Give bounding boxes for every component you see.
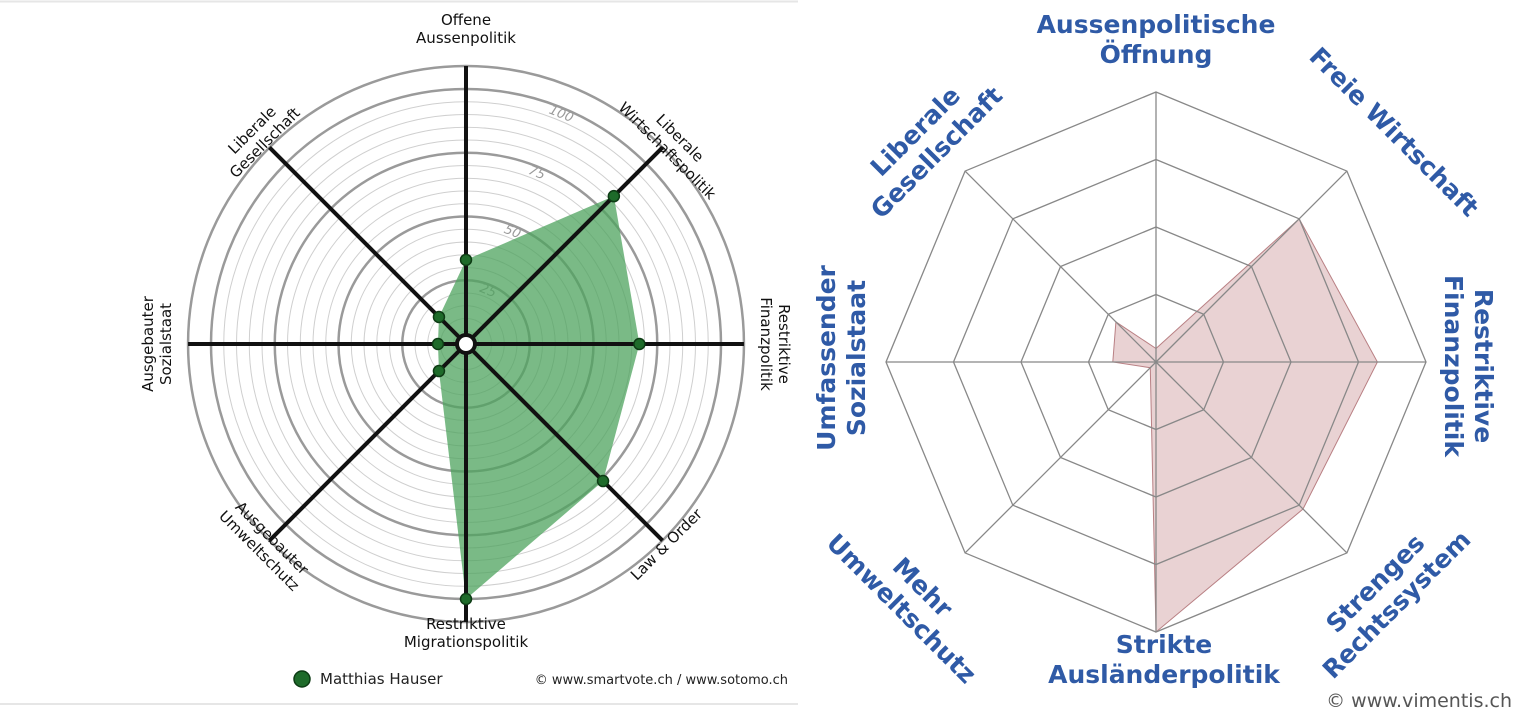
axis-spoke [464, 342, 664, 542]
axis-label: Offene Aussenpolitik [416, 11, 516, 47]
tick-label: 100 [547, 103, 576, 126]
axis-spoke [964, 361, 1157, 554]
axis-label-line: Aussenpolitische [1037, 10, 1276, 39]
data-point [431, 337, 445, 351]
axis-label: UmfassenderSozialstaat [812, 264, 871, 450]
axis-label-line: Migrationspolitik [404, 633, 529, 651]
axis-label: LiberaleGesellschaft [844, 60, 1009, 225]
axis-label-line: Ausgebauter [139, 295, 157, 392]
axis-label-line: Finanzpolitik [757, 297, 775, 391]
series-area [1112, 218, 1378, 634]
axis-label-line: Ausländerpolitik [1048, 660, 1281, 689]
tick-label: 50 [502, 222, 523, 242]
credit-text: © www.smartvote.ch / www.sotomo.ch [535, 673, 788, 688]
axis-label-line: Umweltschutz [821, 528, 982, 689]
axis-label-line: Öffnung [1100, 39, 1213, 69]
axis-label-line: Restriktive [426, 615, 506, 633]
tick-label: 75 [526, 163, 547, 183]
data-point [459, 592, 473, 606]
series-area [437, 196, 640, 599]
axis-label: Restriktive Migrationspolitik [404, 615, 529, 651]
axis-label-line: Offene [441, 11, 491, 29]
data-point [432, 310, 446, 324]
data-point [596, 474, 610, 488]
axis-label: Strikte Ausländerpolitik [1048, 630, 1281, 689]
axis-label-line: Finanzpolitik [1439, 275, 1468, 458]
axis-label: StrengesRechtssystem [1296, 504, 1477, 685]
axis-label-line: Strikte [1116, 630, 1212, 659]
axis-label-line: Sozialstaat [842, 280, 871, 436]
axis-label-line: Restriktive [1469, 289, 1498, 443]
data-point [633, 337, 646, 351]
data-point [432, 364, 446, 378]
axis-label: Freie Wirtschaft [1304, 42, 1485, 223]
legend-marker [293, 670, 311, 688]
legend-label: Matthias Hauser [320, 670, 443, 688]
center-hub [455, 333, 477, 355]
axis-spoke [268, 342, 468, 542]
data-point [459, 253, 473, 267]
axis-label-line: Freie Wirtschaft [1304, 42, 1485, 223]
credit-text: © www.vimentis.ch [1326, 690, 1512, 712]
axis-spoke [1155, 170, 1348, 363]
axis-label: RestriktiveFinanzpolitik [757, 297, 793, 391]
axis-spoke [464, 146, 664, 346]
smartvote-chart: 255075100OffeneAussenpolitikLiberaleWirt… [0, 0, 798, 705]
axis-spoke [268, 146, 468, 346]
axis-label-line: Aussenpolitik [416, 29, 516, 47]
axis-label: RestriktiveFinanzpolitik [1439, 275, 1498, 458]
data-point [607, 189, 621, 203]
axis-label-line: Restriktive [775, 304, 793, 384]
vimentis-chart: Aussenpolitische Öffnung Freie Wirtschaft R… [812, 10, 1512, 712]
axis-label-line: Sozialstaat [157, 303, 175, 385]
axis-label-line: Umfassender [812, 264, 841, 450]
axis-label: Aussenpolitische Öffnung [1037, 10, 1276, 69]
axis-label: MehrUmweltschutz [821, 507, 1003, 689]
axis-spoke [1155, 361, 1348, 554]
axis-label: AusgebauterSozialstaat [139, 295, 175, 392]
axis-spoke [964, 170, 1157, 363]
